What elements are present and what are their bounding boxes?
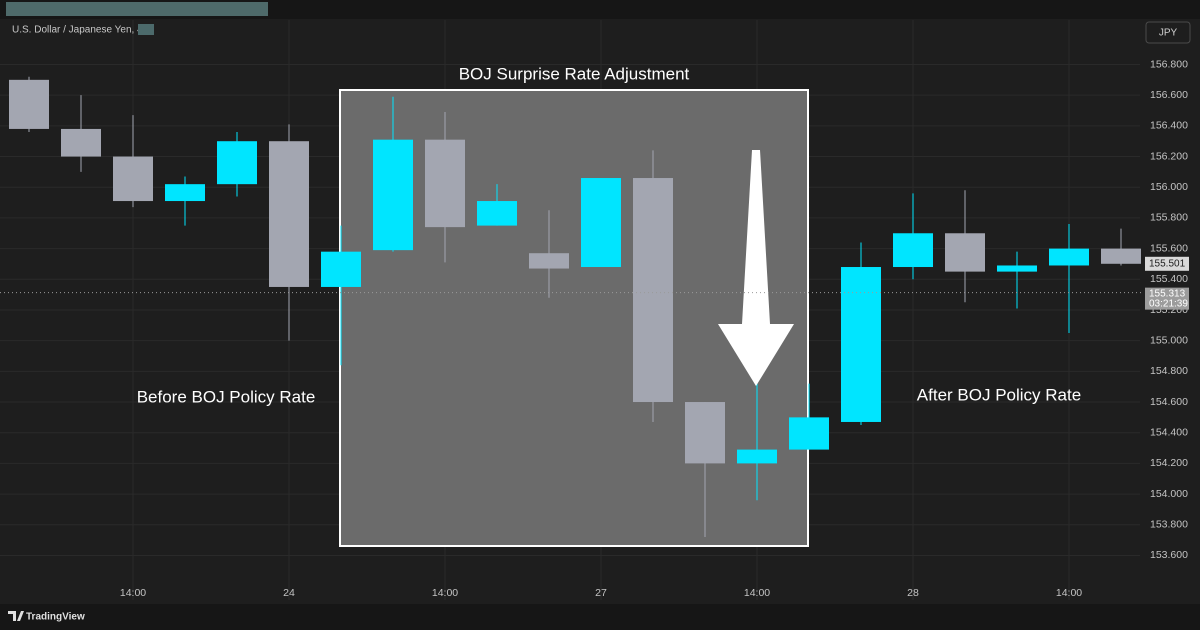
last-price-box [1145, 256, 1189, 271]
candle-body [529, 253, 569, 269]
candle-body [737, 449, 777, 464]
crosshair-price-label: 155.313 [1149, 288, 1186, 299]
y-tick-label: 155.600 [1150, 242, 1188, 254]
x-tick-label: 14:00 [1056, 587, 1082, 599]
annotation: After BOJ Policy Rate [917, 385, 1081, 404]
y-tick-label: 153.600 [1150, 549, 1188, 561]
y-tick-label: 156.600 [1150, 89, 1188, 101]
y-tick-label: 154.200 [1150, 457, 1188, 469]
blurred-box [138, 24, 154, 35]
y-tick-label: 153.800 [1150, 519, 1188, 531]
candle-body [1049, 248, 1089, 266]
x-tick-label: 14:00 [432, 587, 458, 599]
countdown-label: 03:21:39 [1149, 298, 1188, 309]
candle-body [581, 178, 621, 268]
annotation-title: BOJ Surprise Rate Adjustment [459, 64, 690, 83]
candle-body [1101, 248, 1141, 264]
candle-body [113, 156, 153, 202]
candle-body [945, 233, 985, 272]
blurred-bar [6, 2, 268, 16]
y-tick-label: 156.800 [1150, 58, 1188, 70]
brand-logo [8, 611, 24, 621]
annotation: Before BOJ Policy Rate [137, 387, 316, 406]
currency-button[interactable] [1145, 21, 1191, 44]
currency-label[interactable]: JPY [1159, 28, 1178, 39]
candle-body [633, 178, 673, 403]
y-tick-label: 155.000 [1150, 334, 1188, 346]
candle-body [477, 201, 517, 226]
candle-body [61, 128, 101, 157]
y-tick-label: 155.400 [1150, 273, 1188, 285]
y-tick-label: 156.200 [1150, 150, 1188, 162]
x-tick-label: 27 [595, 587, 607, 599]
x-tick-label: 14:00 [744, 587, 770, 599]
candle-body [165, 184, 205, 202]
symbol-label: U.S. Dollar / Japanese Yen, 4h, [12, 25, 151, 36]
y-tick-label: 156.400 [1150, 120, 1188, 132]
bottom-bar [0, 604, 1200, 630]
y-tick-label: 154.600 [1150, 396, 1188, 408]
candle-body [321, 251, 361, 287]
down-arrow [718, 150, 794, 386]
candle-body [893, 233, 933, 268]
crosshair-label-box [1145, 287, 1189, 310]
y-tick-label: 154.800 [1150, 365, 1188, 377]
y-tick-label: 154.400 [1150, 426, 1188, 438]
candle-body [425, 139, 465, 228]
candle-body [789, 417, 829, 450]
candle-layer [9, 76, 1141, 538]
candle-body [269, 141, 309, 287]
candle-body [9, 79, 49, 129]
top-strip [0, 0, 1200, 19]
x-tick-label: 14:00 [120, 587, 146, 599]
highlight-box [339, 89, 809, 547]
candle-body [373, 139, 413, 251]
x-tick-label: 28 [907, 587, 919, 599]
y-tick-label: 154.000 [1150, 488, 1188, 500]
candle-body [841, 267, 881, 422]
last-price-label: 155.501 [1149, 258, 1186, 269]
brand-name: TradingView [26, 612, 85, 623]
y-tick-label: 155.800 [1150, 212, 1188, 224]
candle-body [217, 141, 257, 185]
candle-body [997, 265, 1037, 272]
x-tick-label: 24 [283, 587, 295, 599]
candle-body [685, 402, 725, 464]
y-tick-label: 156.000 [1150, 181, 1188, 193]
